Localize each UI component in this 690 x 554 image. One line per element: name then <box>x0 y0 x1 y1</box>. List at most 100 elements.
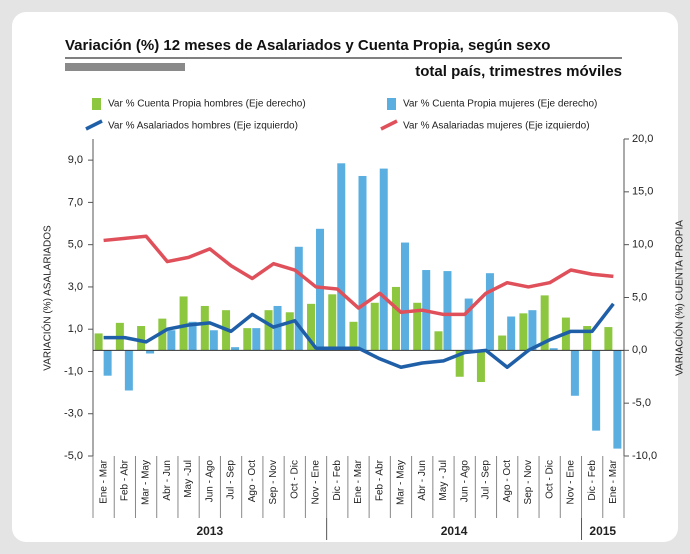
x-tick-label: Jul - Sep <box>481 460 492 500</box>
y2-axis-label: VARIACIÓN (%) CUENTA PROPIA <box>673 220 686 376</box>
bar <box>349 321 358 351</box>
y-tick-label: -3,0 <box>64 408 83 420</box>
x-tick-label: Feb - Abr <box>374 459 385 501</box>
y-axis-label: VARIACIÓN (%) ASALARIADOS <box>41 225 54 371</box>
legend-label: Var % Cuenta Propia hombres (Eje derecho… <box>108 99 306 110</box>
year-label: 2013 <box>196 524 223 538</box>
year-label: 2015 <box>589 524 616 538</box>
bar <box>337 163 346 351</box>
bar <box>273 305 282 351</box>
bar <box>188 321 197 351</box>
x-tick-label: Ago - Oct <box>502 460 513 502</box>
bar <box>252 328 261 351</box>
x-tick-label: Abr - Jun <box>417 460 428 501</box>
bar <box>583 326 592 351</box>
x-tick-label: Feb - Abr <box>120 459 131 501</box>
bar <box>200 305 209 351</box>
y2-tick-label: 5,0 <box>632 291 647 303</box>
y-tick-label: 3,0 <box>68 281 83 293</box>
bar <box>604 327 613 351</box>
bar <box>179 296 188 351</box>
x-tick-label: Mar - May <box>396 460 407 505</box>
bar <box>231 347 240 351</box>
y-tick-label: 1,0 <box>68 323 83 335</box>
x-tick-label: May -Jul <box>183 460 194 498</box>
bar <box>592 350 601 431</box>
legend-swatch <box>387 98 396 110</box>
bar <box>103 350 112 376</box>
bar <box>400 242 409 351</box>
line <box>103 302 615 369</box>
bar <box>613 350 622 449</box>
bar <box>476 350 485 383</box>
bar <box>464 298 473 351</box>
bar <box>358 175 367 351</box>
bar <box>264 310 273 351</box>
x-tick-label: Ene - Mar <box>608 459 619 504</box>
bar <box>167 330 176 351</box>
bar <box>434 331 443 351</box>
y-tick-label: 5,0 <box>68 239 83 251</box>
x-tick-label: Oct - Dic <box>544 460 555 499</box>
x-tick-label: Mar - May <box>141 460 152 505</box>
x-tick-label: Jun - Ago <box>459 460 470 503</box>
y2-tick-label: 0,0 <box>632 344 647 356</box>
bar <box>137 326 146 351</box>
chart-title: Variación (%) 12 meses de Asalariados y … <box>65 37 550 54</box>
bar <box>528 310 537 351</box>
x-tick-label: Jul - Sep <box>226 460 237 500</box>
x-tick-label: Dic - Feb <box>587 460 598 501</box>
y2-tick-label: -5,0 <box>632 397 651 409</box>
legend-label: Var % Asalariadas mujeres (Eje izquierdo… <box>403 121 590 132</box>
legend-swatch <box>380 119 398 131</box>
x-tick-label: Nov - Ene <box>566 460 577 505</box>
bar <box>146 350 155 354</box>
legend-swatch <box>85 119 103 131</box>
bar <box>158 318 167 351</box>
bar <box>285 312 294 351</box>
x-tick-label: Jun - Ago <box>204 460 215 503</box>
y2-tick-label: 10,0 <box>632 239 653 251</box>
title-bar <box>65 63 185 71</box>
bar <box>328 294 337 351</box>
legend-swatch <box>92 98 101 110</box>
x-tick-label: May - Jul <box>438 460 449 501</box>
x-tick-label: Sep - Nov <box>268 460 279 504</box>
bar <box>549 348 558 351</box>
year-label: 2014 <box>441 524 468 538</box>
x-tick-label: Nov - Ene <box>311 460 322 505</box>
bar <box>370 302 379 351</box>
legend-label: Var % Asalariados hombres (Eje izquierdo… <box>108 121 298 132</box>
bar <box>570 350 579 396</box>
y2-tick-label: 20,0 <box>632 133 653 145</box>
legend-label: Var % Cuenta Propia mujeres (Eje derecho… <box>403 99 597 110</box>
bar <box>507 316 516 351</box>
bar <box>485 273 494 351</box>
y-tick-label: -5,0 <box>64 450 83 462</box>
bar <box>307 303 316 351</box>
bar <box>94 333 103 351</box>
bar <box>519 313 528 351</box>
bar <box>243 328 252 351</box>
x-tick-label: Dic - Feb <box>332 460 343 501</box>
bar <box>294 246 303 351</box>
y2-tick-label: -10,0 <box>632 450 657 462</box>
y2-tick-label: 15,0 <box>632 186 653 198</box>
x-tick-label: Ene - Mar <box>353 459 364 504</box>
bar <box>316 228 325 351</box>
bar <box>391 286 400 351</box>
x-tick-label: Ene - Mar <box>98 459 109 504</box>
bar <box>540 295 549 351</box>
bar <box>124 350 133 391</box>
y-tick-label: -1,0 <box>64 365 83 377</box>
bar <box>209 330 218 351</box>
bar <box>413 302 422 351</box>
bar <box>498 335 507 351</box>
line <box>103 234 614 317</box>
bar <box>443 271 452 351</box>
y-tick-label: 9,0 <box>68 154 83 166</box>
x-tick-label: Ago - Oct <box>247 460 258 502</box>
x-tick-label: Abr - Jun <box>162 460 173 501</box>
x-tick-label: Sep - Nov <box>523 460 534 504</box>
